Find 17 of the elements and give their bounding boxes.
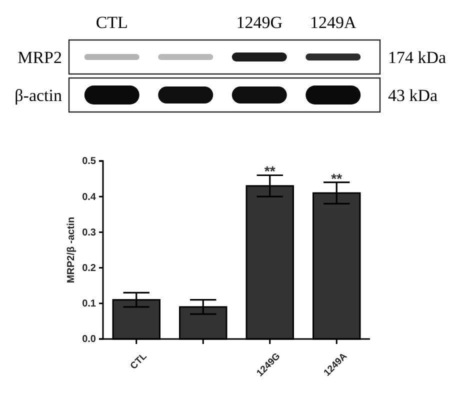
x-tick-label: CTL <box>128 350 150 372</box>
annotation: ** <box>264 163 276 180</box>
y-tick-label: 0.1 <box>82 298 96 310</box>
category-label: CTL <box>96 13 128 32</box>
category-label: 1249G <box>236 13 283 32</box>
text: 174 kDa <box>388 48 447 67</box>
y-tick-label: 0.4 <box>82 192 96 203</box>
y-tick-label: 0.5 <box>82 156 96 168</box>
y-tick-label: 0.2 <box>82 263 96 274</box>
y-axis-title: MRP2/β -actin <box>66 216 77 284</box>
y-tick-label: 0.3 <box>82 227 96 238</box>
annotation: ** <box>331 170 343 186</box>
text: β-actin <box>14 86 62 105</box>
y-tick-label: 0.0 <box>82 334 96 346</box>
category-label: 1249A <box>310 13 356 32</box>
text: MRP2 <box>18 48 62 67</box>
text: 43 kDa <box>388 86 438 105</box>
